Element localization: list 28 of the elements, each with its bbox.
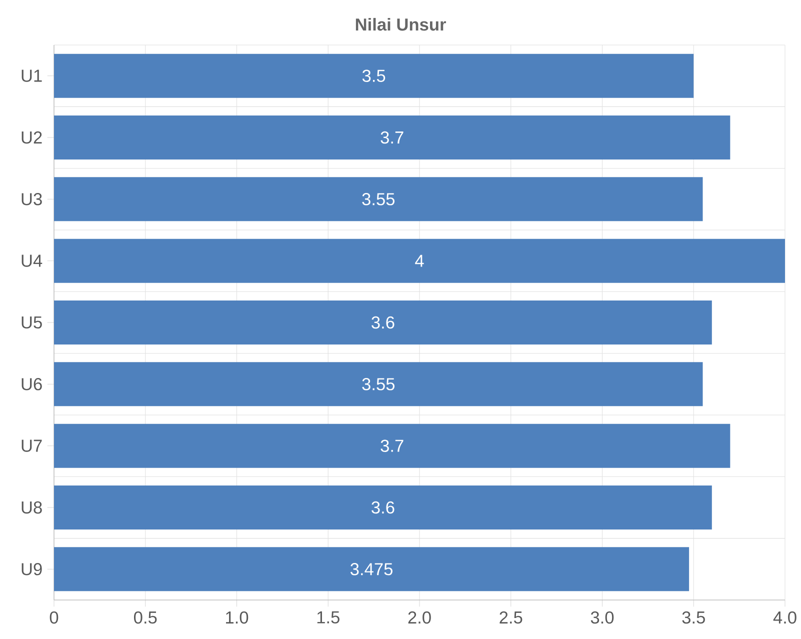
y-tick-label: U2 xyxy=(22,131,42,144)
y-tick-label: U9 xyxy=(22,563,42,576)
data-label: 4 xyxy=(415,254,424,267)
data-label: 3.475 xyxy=(350,563,392,576)
x-tick-label: 1.0 xyxy=(226,611,248,624)
data-label: 3.55 xyxy=(362,193,395,206)
data-label: 3.6 xyxy=(372,501,394,514)
data-label: 3.7 xyxy=(380,131,404,144)
x-tick-label: 0 xyxy=(50,611,58,624)
data-label: 3.6 xyxy=(372,316,394,329)
data-label: 3.55 xyxy=(362,378,395,390)
y-tick-label: U3 xyxy=(22,193,42,206)
x-tick-label: 3.0 xyxy=(590,611,614,624)
x-tick-label: 3.5 xyxy=(682,611,705,624)
x-tick-label: 4.0 xyxy=(773,611,796,624)
x-tick-label: 2.5 xyxy=(500,611,522,624)
data-label: 3.7 xyxy=(380,440,404,452)
y-tick-label: U8 xyxy=(22,501,42,514)
x-tick-label: 0.5 xyxy=(134,611,157,624)
y-tick-label: U7 xyxy=(22,440,42,452)
y-tick-label: U1 xyxy=(22,70,42,82)
chart-title: Nilai Unsur xyxy=(356,18,446,31)
y-tick-label: U5 xyxy=(22,316,42,329)
data-label: 3.5 xyxy=(362,70,386,82)
x-tick-label: 1.5 xyxy=(317,611,340,624)
y-tick-label: U4 xyxy=(22,254,42,267)
y-tick-label: U6 xyxy=(22,378,42,390)
x-tick-label: 2.0 xyxy=(408,611,431,624)
